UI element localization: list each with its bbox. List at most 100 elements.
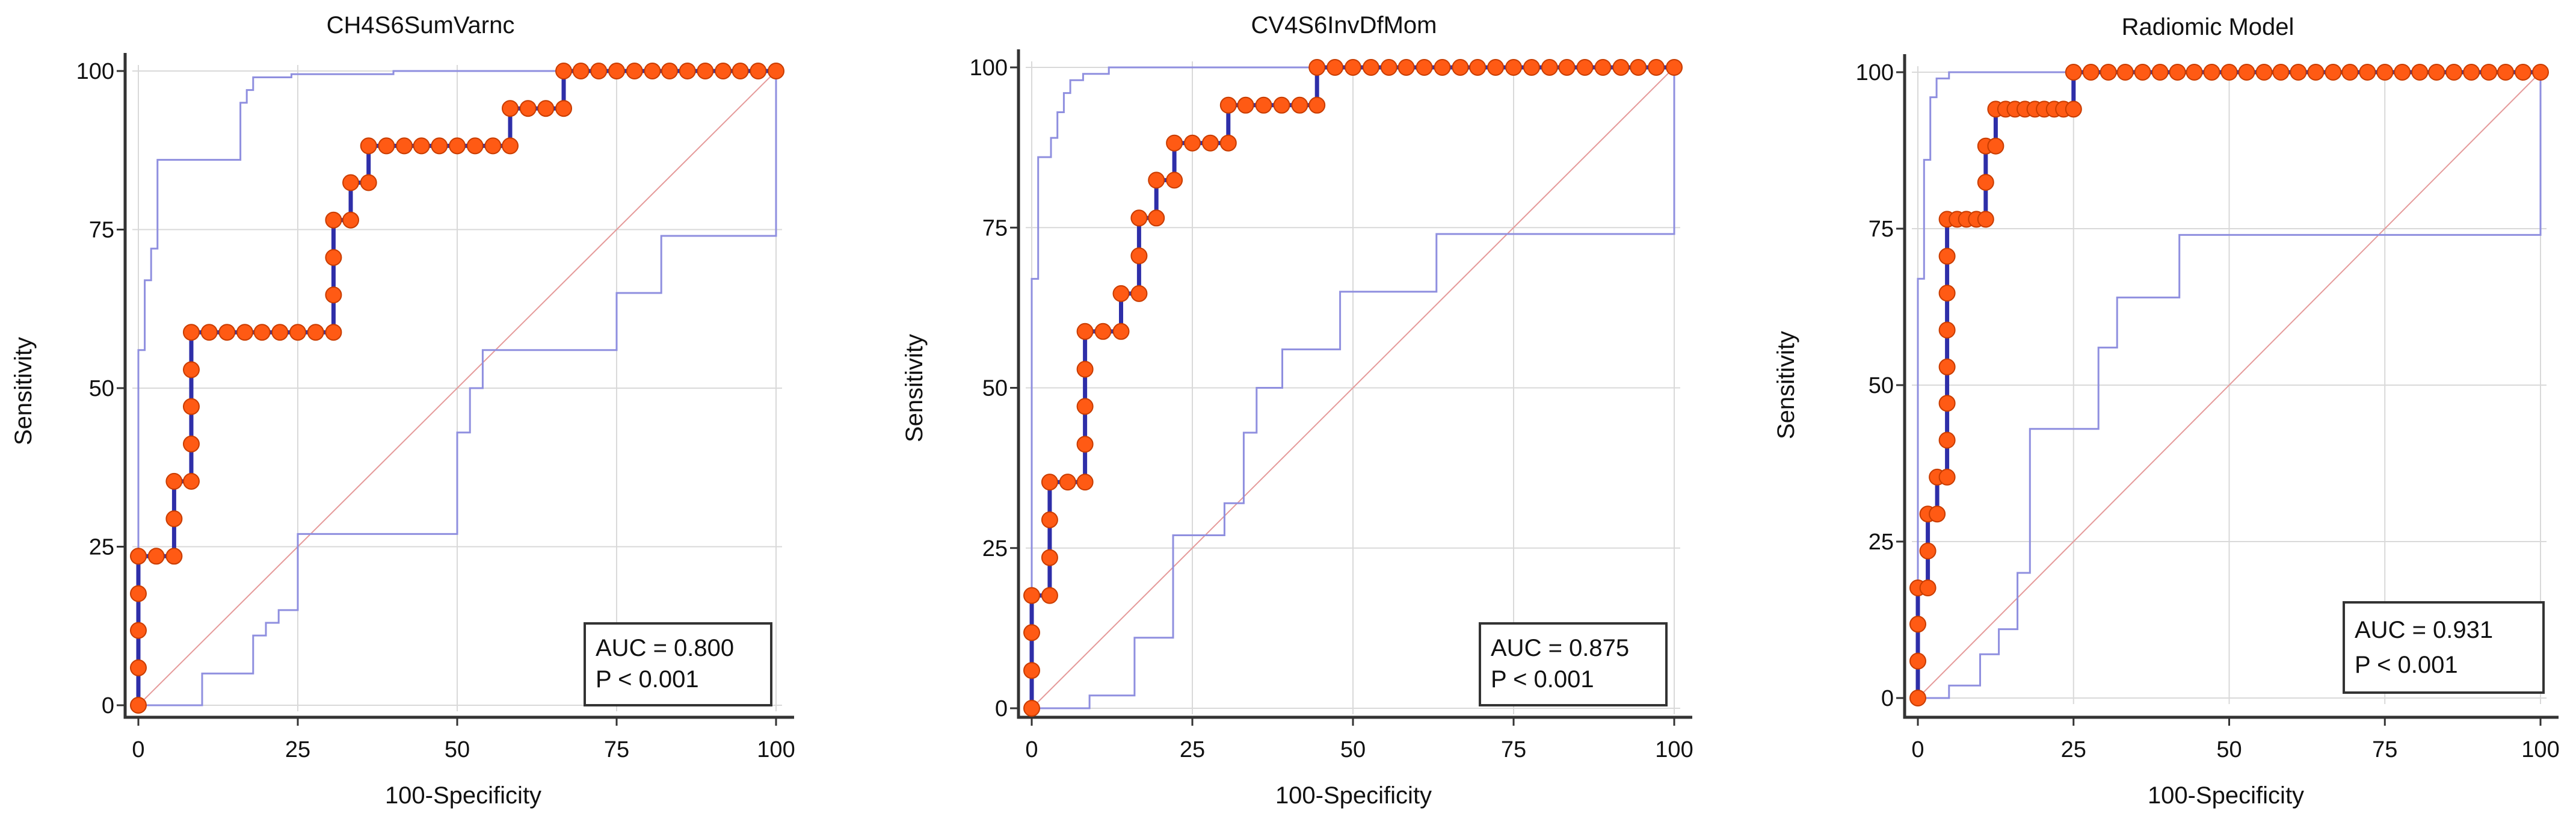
roc-point <box>360 137 377 155</box>
x-tick-label: 25 <box>285 737 310 762</box>
roc-chart-cv4s6invdfmom: CV4S6InvDfMom Sensitivity 100-Specificit… <box>901 12 1693 809</box>
roc-point <box>715 63 732 79</box>
chart-title: Radiomic Model <box>2122 14 2294 40</box>
y-tick-label: 25 <box>89 535 114 560</box>
roc-point <box>1909 690 1926 706</box>
roc-point <box>1919 542 1937 560</box>
roc-point <box>697 63 714 79</box>
reference-diagonal <box>1031 67 1675 709</box>
x-axis-label: 100-Specificity <box>385 782 541 809</box>
y-axis-ticks: 0 25 50 75 100 <box>970 55 1008 721</box>
roc-point <box>1184 134 1201 152</box>
roc-point <box>2272 64 2290 81</box>
roc-point <box>1909 616 1926 633</box>
confidence-band <box>137 70 777 706</box>
y-axis-ticks: 0 25 50 75 100 <box>76 59 114 718</box>
roc-point <box>1076 474 1094 491</box>
roc-point <box>502 137 519 155</box>
roc-point <box>2394 64 2411 81</box>
y-tick-label: 25 <box>1869 530 1894 555</box>
roc-point <box>2463 64 2480 81</box>
axis-frame <box>1017 49 1692 719</box>
roc-point <box>289 324 306 341</box>
roc-point <box>1076 398 1094 415</box>
roc-point <box>1166 171 1183 189</box>
roc-chart-ch4s6sumvarnc: CH4S6SumVarnc Sensitivity 100-Specificit… <box>10 12 795 809</box>
roc-point <box>1023 587 1040 604</box>
roc-point <box>342 174 359 191</box>
x-tick-label: 0 <box>1911 737 1924 762</box>
roc-point <box>2186 64 2203 81</box>
roc-point <box>2480 64 2498 81</box>
x-tick-label: 100 <box>1655 737 1693 762</box>
roc-point <box>1938 431 1956 449</box>
axes <box>1010 49 1692 726</box>
roc-point <box>1308 96 1326 114</box>
roc-point <box>1076 323 1094 340</box>
roc-point <box>1130 209 1148 227</box>
roc-point <box>644 63 661 79</box>
roc-point <box>2428 64 2445 81</box>
roc-point <box>165 510 183 528</box>
roc-point <box>1219 134 1237 152</box>
roc-point <box>165 472 183 490</box>
roc-point <box>1523 59 1540 76</box>
chart-title: CV4S6InvDfMom <box>1251 12 1437 39</box>
roc-point <box>1219 96 1237 114</box>
roc-point <box>2497 64 2514 81</box>
reference-diagonal <box>138 70 777 706</box>
roc-point <box>271 324 289 341</box>
chart-title: CH4S6SumVarnc <box>327 12 515 39</box>
roc-point <box>537 100 555 117</box>
p-value: P < 0.001 <box>1491 666 1594 693</box>
roc-point <box>1938 321 1956 339</box>
y-tick-label: 75 <box>982 215 1008 241</box>
roc-point <box>2255 64 2273 81</box>
p-value: P < 0.001 <box>596 666 699 693</box>
roc-point <box>325 286 342 304</box>
roc-point <box>1612 59 1630 76</box>
roc-point <box>661 63 678 79</box>
roc-point <box>130 697 147 714</box>
roc-point <box>1291 96 1308 114</box>
auc-box: AUC = 0.800 P < 0.001 <box>584 622 772 706</box>
roc-point <box>218 324 236 341</box>
x-tick-label: 100 <box>757 737 795 762</box>
roc-point <box>1541 59 1558 76</box>
ci-upper-line <box>137 70 776 705</box>
roc-point <box>1469 59 1487 76</box>
roc-point <box>2151 64 2169 81</box>
x-tick-label: 50 <box>1340 737 1366 762</box>
x-tick-label: 50 <box>2216 737 2242 762</box>
roc-point <box>183 324 200 341</box>
roc-point <box>183 398 200 415</box>
roc-point <box>626 63 643 79</box>
roc-point <box>2445 64 2463 81</box>
roc-point <box>768 63 784 79</box>
roc-point <box>2169 64 2186 81</box>
x-axis-label: 100-Specificity <box>2148 782 2304 809</box>
roc-point <box>165 548 183 565</box>
roc-point <box>1397 59 1415 76</box>
axes <box>117 53 794 726</box>
roc-point <box>183 472 200 490</box>
axis-frame <box>123 53 794 719</box>
roc-point <box>1362 59 1379 76</box>
roc-point <box>130 548 147 565</box>
roc-point <box>1630 59 1647 76</box>
y-tick-label: 0 <box>1881 686 1894 711</box>
roc-point <box>130 585 147 602</box>
roc-point <box>1938 358 1956 375</box>
y-tick-label: 50 <box>1869 373 1894 398</box>
roc-point <box>1273 96 1290 114</box>
roc-point <box>750 63 767 79</box>
roc-point <box>1977 211 1994 228</box>
roc-points <box>1909 64 2549 706</box>
roc-point <box>2082 64 2100 81</box>
roc-point <box>466 137 484 155</box>
roc-point <box>1112 285 1130 302</box>
ci-lower-line <box>1032 67 1675 709</box>
roc-points <box>130 63 784 714</box>
confidence-band <box>1917 71 2542 699</box>
